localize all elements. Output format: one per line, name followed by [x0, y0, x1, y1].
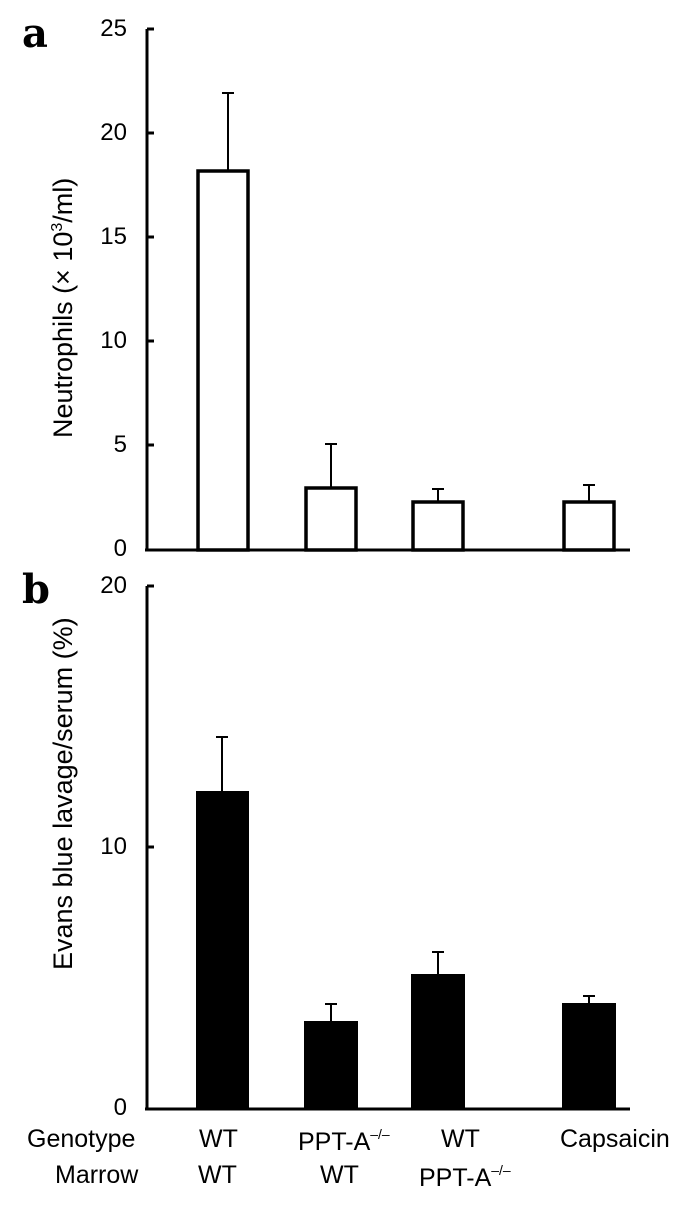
panel-b-bar-4: [562, 1003, 616, 1109]
panel-b-bars: [196, 791, 616, 1109]
panel-b-bar-1: [196, 791, 249, 1109]
panel-a-tick-20: 20: [100, 119, 127, 146]
panel-a-tick-15: 15: [100, 223, 127, 250]
panel-a-tick-5: 5: [113, 431, 127, 458]
genotype-row-label: Genotype: [27, 1125, 136, 1153]
panel-a-bar-1: [196, 169, 250, 552]
panel-a-tick-25: 25: [100, 15, 127, 42]
genotype-label-1: WT: [199, 1125, 238, 1153]
panel-a-bar-3: [411, 500, 465, 552]
panel-a-bars: [196, 169, 616, 552]
panel-b-bar-3: [411, 974, 465, 1109]
panel-a-bar-4: [562, 500, 616, 552]
marrow-row-label: Marrow: [55, 1161, 139, 1189]
panel-a-tick-0: 0: [113, 535, 127, 562]
panel-b-tick-0: 0: [113, 1094, 127, 1121]
marrow-label-3: PPT-A–/–: [419, 1162, 511, 1192]
panel-a-bar-2: [304, 486, 358, 552]
panel-a-tick-10: 10: [100, 327, 127, 354]
marrow-label-2: WT: [320, 1161, 359, 1189]
panel-b-error-bars: [216, 736, 595, 1021]
genotype-label-4: Capsaicin: [560, 1125, 670, 1153]
panel-b-tick-10: 10: [100, 833, 127, 860]
panel-b-letter: b: [22, 566, 50, 613]
panel-b-tick-20: 20: [100, 572, 127, 599]
panel-a-letter: a: [22, 10, 48, 57]
genotype-label-2: PPT-A–/–: [298, 1126, 390, 1156]
genotype-label-3: WT: [441, 1125, 480, 1153]
marrow-label-1: WT: [198, 1161, 237, 1189]
panel-b-bar-2: [304, 1021, 358, 1109]
panel-a-error-bars: [222, 92, 595, 501]
